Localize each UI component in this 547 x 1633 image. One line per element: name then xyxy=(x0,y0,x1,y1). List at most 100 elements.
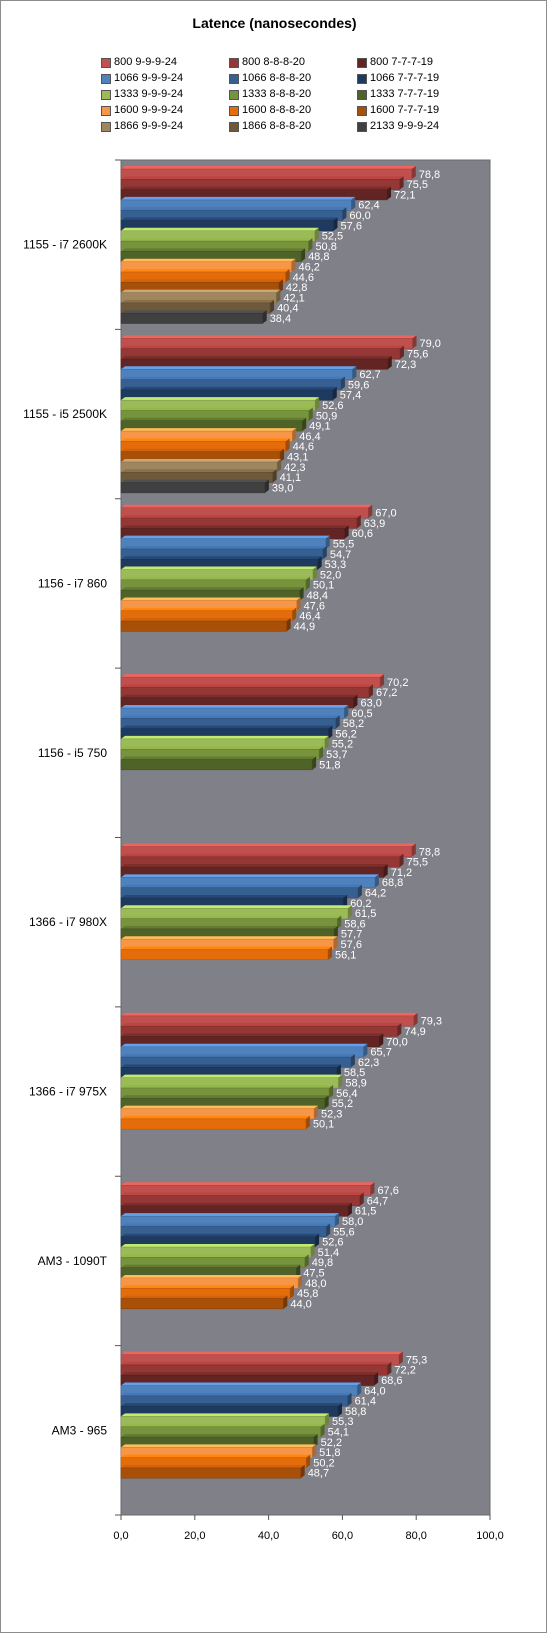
bar-side xyxy=(312,756,317,770)
bar-value-label: 65,7 xyxy=(370,1047,391,1059)
bar-top xyxy=(121,310,267,314)
bar-top xyxy=(121,1372,379,1376)
bar-value-label: 48,4 xyxy=(307,590,328,602)
legend-swatch xyxy=(357,106,367,116)
bar-top xyxy=(121,1223,331,1227)
bar-side xyxy=(399,176,404,190)
x-tick-label: 100,0 xyxy=(476,1530,504,1542)
legend-swatch xyxy=(101,58,111,68)
bar-side xyxy=(343,895,348,909)
bar-side xyxy=(286,618,291,632)
bar-side xyxy=(296,597,301,611)
bar-value-label: 53,3 xyxy=(325,559,346,571)
bar-side xyxy=(350,1054,355,1068)
bar-value-label: 67,2 xyxy=(376,687,397,699)
bar-value-label: 64,7 xyxy=(367,1195,388,1207)
bar-value-label: 62,7 xyxy=(359,369,380,381)
bar-top xyxy=(121,946,333,950)
bar-value-label: 42,1 xyxy=(283,292,304,304)
bar-side xyxy=(337,1403,342,1417)
bar-value-label: 40,4 xyxy=(277,303,298,315)
bar-value-label: 78,8 xyxy=(419,169,440,181)
bar-top xyxy=(121,469,277,473)
bar-value-label: 55,2 xyxy=(332,1098,353,1110)
bar-value-label: 75,5 xyxy=(407,179,428,191)
bar-top xyxy=(121,1274,303,1278)
bar-top xyxy=(121,1254,309,1258)
bar-value-label: 58,8 xyxy=(345,1406,366,1418)
legend-swatch xyxy=(101,106,111,116)
bar-top xyxy=(121,725,333,729)
bar-top xyxy=(121,1413,330,1417)
bar-value-label: 51,8 xyxy=(319,759,340,771)
bar-top xyxy=(121,438,290,442)
bar-value-label: 60,2 xyxy=(350,898,371,910)
bar-top xyxy=(121,1264,301,1268)
bar-value-label: 50,1 xyxy=(313,1119,334,1131)
bar-side xyxy=(305,1115,310,1130)
bar-side xyxy=(344,525,349,539)
bar-side xyxy=(313,1434,318,1448)
bar-top xyxy=(121,166,416,169)
x-tick-label: 20,0 xyxy=(184,1530,205,1542)
x-tick-label: 0,0 xyxy=(113,1530,128,1542)
bar-top xyxy=(121,674,385,678)
bar-top xyxy=(121,587,304,591)
bar-value-label: 52,2 xyxy=(321,1437,342,1449)
bar-side xyxy=(333,925,338,940)
bar-value-label: 48,7 xyxy=(308,1468,329,1480)
bar-top xyxy=(121,355,392,359)
bar-side xyxy=(383,864,388,878)
bar-value-label: 59,6 xyxy=(348,379,369,391)
bar-side xyxy=(340,376,345,390)
bar-value-label: 52,6 xyxy=(322,400,343,412)
bar-value-label: 61,5 xyxy=(355,908,376,920)
bar-top xyxy=(121,227,319,231)
bar-top xyxy=(121,694,358,698)
bar-side xyxy=(292,607,297,622)
bar-value-label: 43,1 xyxy=(287,451,308,463)
bar-value-label: 53,7 xyxy=(326,749,347,761)
bar-side xyxy=(276,289,281,303)
bar-value-label: 44,6 xyxy=(293,272,314,284)
bar-value-label: 57,4 xyxy=(340,390,361,402)
bar-side xyxy=(374,874,379,888)
bar-top xyxy=(121,1084,334,1088)
bar-value-label: 46,2 xyxy=(298,262,319,274)
bar-value-label: 52,3 xyxy=(321,1108,342,1120)
bar-value-label: 71,2 xyxy=(391,867,412,879)
bar xyxy=(120,1118,307,1130)
bar-value-label: 57,7 xyxy=(341,929,362,941)
bar-side xyxy=(347,905,352,919)
bar-value-label: 72,2 xyxy=(394,1365,415,1377)
bar-side xyxy=(298,1274,303,1289)
bar-top xyxy=(121,196,356,200)
bar-top xyxy=(121,925,338,929)
bar-top xyxy=(121,366,357,370)
bar-top xyxy=(121,504,373,508)
bar-value-label: 58,5 xyxy=(344,1067,365,1079)
bar-side xyxy=(278,279,283,293)
bar-top xyxy=(121,1115,310,1119)
bar-value-label: 49,1 xyxy=(309,421,330,433)
bar-side xyxy=(374,1372,379,1386)
legend-label: 1600 8-8-8-20 xyxy=(242,104,312,116)
bar-value-label: 75,6 xyxy=(407,348,428,360)
bar-side xyxy=(322,545,327,560)
bar-value-label: 44,6 xyxy=(293,441,314,453)
bar-side xyxy=(314,227,319,242)
bar-value-label: 47,5 xyxy=(303,1267,324,1279)
bar-side xyxy=(300,1464,305,1479)
bar-top xyxy=(121,345,404,349)
bar-side xyxy=(352,366,357,380)
bar-side xyxy=(315,397,320,411)
category-label: 1366 - i7 980X xyxy=(29,915,107,929)
bar-top xyxy=(121,1043,368,1047)
bar-top xyxy=(121,279,283,283)
bar-top xyxy=(121,715,340,719)
bar-value-label: 79,3 xyxy=(421,1016,442,1028)
bar-top xyxy=(121,269,290,272)
bar-value-label: 63,0 xyxy=(360,698,381,710)
bar-value-label: 64,2 xyxy=(365,888,386,900)
bar-side xyxy=(370,1182,375,1196)
